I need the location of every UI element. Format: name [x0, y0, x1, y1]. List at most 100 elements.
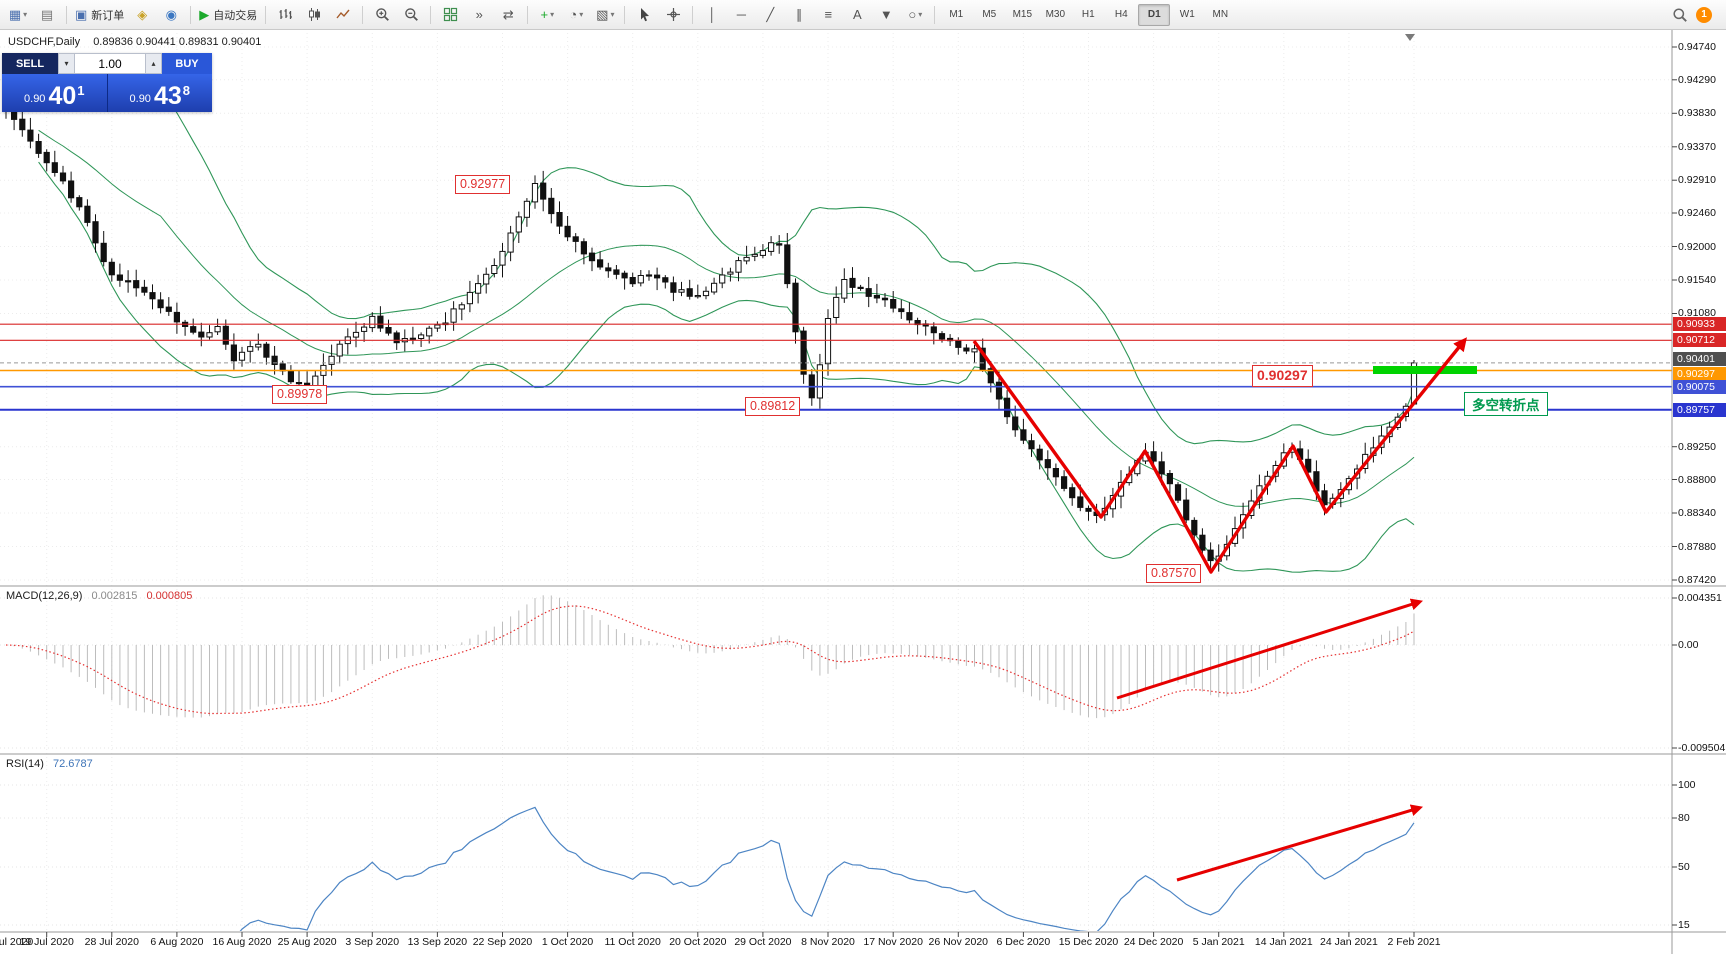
- toolbar-right: 1: [1672, 6, 1722, 23]
- zoom-in-button[interactable]: [368, 4, 396, 26]
- new-order-icon: ▣: [75, 6, 88, 22]
- chart-title: USDCHF,Daily 0.89836 0.90441 0.89831 0.9…: [8, 36, 261, 48]
- candlestick-type-icon: [307, 7, 322, 22]
- bollinger-bands: [38, 80, 1415, 573]
- toolbar-separator: [934, 5, 936, 24]
- charts-menu-icon: ▦: [8, 6, 22, 22]
- indicators-add-caret-icon: ▾: [550, 10, 555, 19]
- ask-prefix: 0.90: [129, 93, 151, 105]
- timeframe-m15[interactable]: M15: [1012, 9, 1033, 20]
- fibonacci-tool-button[interactable]: ≡: [814, 4, 842, 26]
- lot-size-field[interactable]: 1.00: [75, 53, 145, 74]
- timeframe-d1[interactable]: D1: [1138, 3, 1171, 26]
- macd-histogram: [13, 595, 1415, 719]
- channel-tool-button[interactable]: ∥: [785, 4, 813, 26]
- fibonacci-tool-icon: ≡: [824, 7, 833, 22]
- horizontal-line-tool-button[interactable]: ─: [727, 4, 755, 26]
- rsi-line: [239, 806, 1415, 931]
- timeframe-mn[interactable]: MN: [1212, 9, 1229, 20]
- toolbar-separator: [265, 5, 267, 24]
- timeframe-m1[interactable]: M1: [949, 9, 964, 20]
- cursor-tool-button[interactable]: [630, 4, 658, 26]
- bar-chart-type-button[interactable]: [271, 4, 299, 26]
- buy-price-box[interactable]: 0.90 43 8: [107, 74, 212, 112]
- lot-decrease-button[interactable]: ▾: [58, 53, 75, 74]
- auto-scroll-button[interactable]: »: [465, 4, 493, 26]
- vertical-line-tool-button[interactable]: │: [698, 4, 726, 26]
- indicators-add-icon: +: [540, 7, 549, 22]
- chart-grid: [0, 33, 1672, 931]
- indicators-add-button[interactable]: + ▾: [533, 4, 561, 26]
- panel-separators: [0, 30, 1726, 954]
- chart-shift-button[interactable]: ⇄: [494, 4, 522, 26]
- toolbar-separator: [624, 5, 626, 24]
- zoom-out-button[interactable]: [397, 4, 425, 26]
- trendline-tool-icon: ╱: [766, 6, 775, 22]
- periods-menu-button[interactable]: ◔ ▾: [562, 4, 590, 26]
- shapes-tool-icon: ○: [908, 7, 917, 22]
- autotrading-label: 自动交易: [213, 9, 258, 22]
- profiles-button[interactable]: ▤: [33, 4, 61, 26]
- mql5-community-button[interactable]: ◈: [128, 4, 156, 26]
- autotrading-icon: ▶: [199, 6, 210, 22]
- sell-button[interactable]: SELL: [2, 53, 58, 74]
- macd-signal-line: [5, 605, 1415, 715]
- highlight-bar[interactable]: [1373, 366, 1477, 374]
- horizontal-line-tool-icon: ─: [736, 7, 746, 22]
- notification-badge[interactable]: 1: [1696, 6, 1712, 23]
- chat-icon: ◉: [165, 6, 177, 22]
- macd-label: MACD(12,26,9): [6, 590, 83, 602]
- tile-windows-button[interactable]: [436, 4, 464, 26]
- bid-prefix: 0.90: [24, 93, 46, 105]
- toolbar-separator: [692, 5, 694, 24]
- main-toolbar: ▦ ▾ ▤ ▣ 新订单 ◈ ◉ ▶ 自动交易» ⇄ + ▾ ◔ ▾ ▧ ▾ │ ─ ╱ ∥ ≡ A ▼ ○ ▾ M1 M5 M15 M…: [0, 0, 1726, 30]
- shapes-tool-caret-icon: ▾: [918, 10, 923, 19]
- candlestick-type-button[interactable]: [300, 4, 328, 26]
- cursor-tool-icon: [637, 7, 652, 22]
- macd-trend-arrow[interactable]: [1116, 598, 1424, 700]
- lot-increase-button[interactable]: ▴: [145, 53, 162, 74]
- trend-zigzag[interactable]: [972, 337, 1467, 574]
- rsi-trend-arrow[interactable]: [1176, 804, 1424, 882]
- bid-pip-digit: 1: [77, 83, 85, 98]
- toolbar-separator: [430, 5, 432, 24]
- trade-panel-prices: 0.90 40 1 0.90 43 8: [2, 74, 212, 112]
- toolbar-separator: [362, 5, 364, 24]
- periods-menu-caret-icon: ▾: [579, 10, 584, 19]
- chart-ohlc-values: 0.89836 0.90441 0.89831 0.90401: [93, 36, 262, 48]
- autotrading-button[interactable]: ▶ 自动交易: [196, 4, 260, 26]
- tile-windows-icon: [443, 7, 458, 22]
- templates-menu-button[interactable]: ▧ ▾: [591, 4, 619, 26]
- text-tool-button[interactable]: A: [843, 4, 871, 26]
- rsi-label: RSI(14): [6, 758, 44, 770]
- chart-shift-marker: [1405, 34, 1415, 41]
- rsi-value: 72.6787: [52, 758, 93, 770]
- new-order-button[interactable]: ▣ 新订单: [72, 4, 127, 26]
- mql5-community-icon: ◈: [137, 6, 148, 22]
- crosshair-tool-button[interactable]: [659, 4, 687, 26]
- timeframe-m30[interactable]: M30: [1045, 9, 1066, 20]
- timeframe-h1[interactable]: H1: [1081, 9, 1095, 20]
- templates-menu-icon: ▧: [596, 6, 609, 22]
- timeframe-h4[interactable]: H4: [1114, 9, 1128, 20]
- auto-scroll-icon: »: [475, 7, 483, 22]
- timeframe-m5[interactable]: M5: [982, 9, 997, 20]
- buy-button[interactable]: BUY: [162, 53, 212, 74]
- line-chart-type-button[interactable]: [329, 4, 357, 26]
- chart-shift-icon: ⇄: [502, 6, 514, 22]
- trendline-tool-button[interactable]: ╱: [756, 4, 784, 26]
- line-chart-type-icon: [336, 7, 351, 22]
- shapes-tool-button[interactable]: ○ ▾: [901, 4, 929, 26]
- arrows-tool-button[interactable]: ▼: [872, 4, 900, 26]
- search-icon[interactable]: [1672, 7, 1688, 23]
- rsi-header: RSI(14) 72.6787: [6, 758, 93, 770]
- chat-button[interactable]: ◉: [157, 4, 185, 26]
- charts-menu-button[interactable]: ▦ ▾: [4, 4, 32, 26]
- zoom-out-icon: [404, 7, 419, 22]
- zoom-in-icon: [375, 7, 390, 22]
- timeframe-w1[interactable]: W1: [1179, 9, 1195, 20]
- bid-big-digits: 40: [48, 82, 77, 110]
- sell-price-box[interactable]: 0.90 40 1: [2, 74, 107, 112]
- new-order-label: 新订单: [91, 9, 125, 22]
